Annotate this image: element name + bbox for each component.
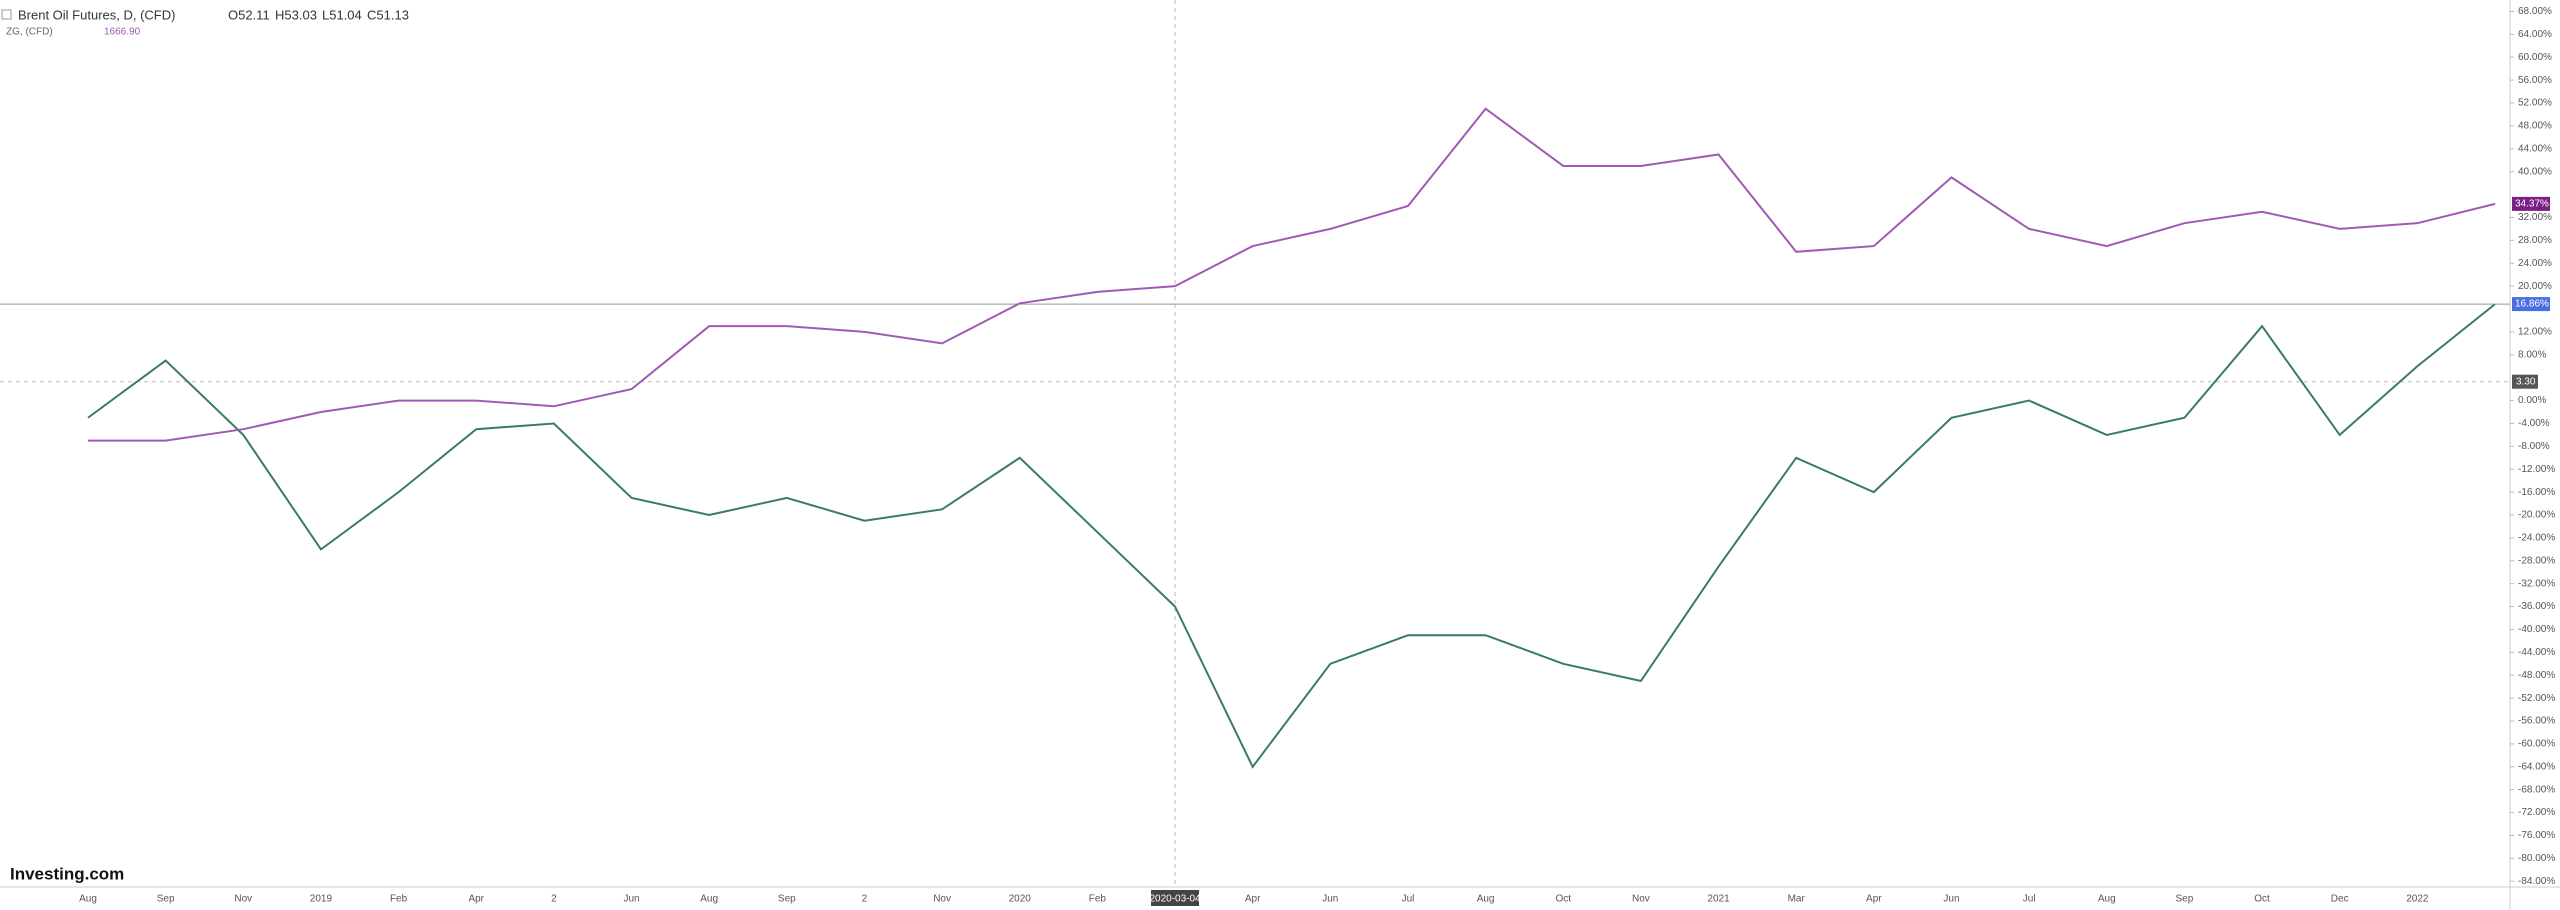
x-tick-label: 2 [862, 894, 868, 905]
x-tick-label: Oct [2254, 894, 2270, 905]
x-tick-label: Sep [2176, 894, 2194, 905]
x-highlight-bg [1151, 890, 1200, 906]
x-tick-label: 2021 [1707, 894, 1730, 905]
x-tick-label: Apr [468, 894, 484, 905]
ohlc-high: H53.03 [275, 7, 317, 22]
last-value-bg [2512, 297, 2550, 312]
x-tick-label: Aug [79, 894, 97, 905]
y-tick-label: -76.00% [2518, 830, 2555, 841]
y-tick-label: -44.00% [2518, 647, 2555, 658]
x-tick-label: Nov [933, 894, 951, 905]
collapse-icon[interactable] [1, 9, 12, 20]
x-tick-label: Sep [157, 894, 175, 905]
x-tick-label: 2022 [2406, 894, 2429, 905]
x-tick-label: Jun [1943, 894, 1959, 905]
y-tick-label: 12.00% [2518, 327, 2552, 338]
y-tick-label: 52.00% [2518, 98, 2552, 109]
y-tick-label: -16.00% [2518, 487, 2555, 498]
ohlc-open: O52.11 [228, 7, 270, 22]
y-tick-label: 68.00% [2518, 6, 2552, 17]
y-tick-label: -72.00% [2518, 807, 2555, 818]
x-tick-label: Nov [234, 894, 252, 905]
ohlc-close: C51.13 [367, 7, 409, 22]
x-tick-label: Mar [1788, 894, 1806, 905]
x-tick-label: 2020 [1009, 894, 1032, 905]
y-tick-label: -32.00% [2518, 578, 2555, 589]
x-tick-label: Jul [1402, 894, 1415, 905]
last-value-bg [2512, 196, 2550, 211]
y-tick-label: -28.00% [2518, 555, 2555, 566]
y-tick-label: 32.00% [2518, 212, 2552, 223]
compare-symbol: ZG, (CFD) [6, 27, 53, 38]
y-tick-label: -40.00% [2518, 624, 2555, 635]
x-tick-label: Feb [390, 894, 408, 905]
y-tick-label: 28.00% [2518, 235, 2552, 246]
y-tick-label: 40.00% [2518, 166, 2552, 177]
x-tick-label: Jun [623, 894, 639, 905]
y-tick-label: -56.00% [2518, 716, 2555, 727]
y-tick-label: 64.00% [2518, 29, 2552, 40]
y-tick-label: -12.00% [2518, 464, 2555, 475]
logo: Investing.com [10, 864, 124, 883]
x-tick-label: Aug [1477, 894, 1495, 905]
compare-value: 1666.90 [104, 27, 141, 38]
y-tick-label: -68.00% [2518, 784, 2555, 795]
y-tick-label: 0.00% [2518, 395, 2546, 406]
y-tick-label: -80.00% [2518, 853, 2555, 864]
x-tick-label: Apr [1866, 894, 1882, 905]
last-value-label: 16.86% [2515, 299, 2549, 310]
x-tick-label: Jun [1322, 894, 1338, 905]
y-tick-label: 44.00% [2518, 143, 2552, 154]
crosshair-label: 3.30 [2516, 376, 2536, 387]
crosshair-label-bg [2512, 374, 2538, 389]
x-tick-label: Apr [1245, 894, 1261, 905]
y-tick-label: -20.00% [2518, 510, 2555, 521]
series-line [87, 303, 2496, 769]
x-tick-label: Sep [778, 894, 796, 905]
y-tick-label: -84.00% [2518, 876, 2555, 887]
x-tick-label: Feb [1089, 894, 1107, 905]
y-tick-label: -48.00% [2518, 670, 2555, 681]
last-value-label: 34.37% [2515, 199, 2549, 210]
x-tick-label: 2019 [310, 894, 333, 905]
y-tick-label: 20.00% [2518, 281, 2552, 292]
x-tick-label: Oct [1555, 894, 1571, 905]
y-tick-label: 8.00% [2518, 349, 2546, 360]
x-tick-label: Aug [700, 894, 718, 905]
y-tick-label: -8.00% [2518, 441, 2550, 452]
symbol-title: Brent Oil Futures, D, (CFD) [18, 7, 175, 22]
y-tick-label: -60.00% [2518, 739, 2555, 750]
y-tick-label: -4.00% [2518, 418, 2550, 429]
x-tick-label: Nov [1632, 894, 1650, 905]
y-tick-label: 48.00% [2518, 121, 2552, 132]
y-tick-label: -36.00% [2518, 601, 2555, 612]
series-line [88, 107, 2496, 442]
y-tick-label: -52.00% [2518, 693, 2555, 704]
y-tick-label: 24.00% [2518, 258, 2552, 269]
y-tick-label: -24.00% [2518, 533, 2555, 544]
y-tick-label: 60.00% [2518, 52, 2552, 63]
x-tick-label: 2 [551, 894, 557, 905]
y-tick-label: 56.00% [2518, 75, 2552, 86]
x-tick-label: Aug [2098, 894, 2116, 905]
x-tick-label: 2020-03-04 [1149, 894, 1201, 905]
x-tick-label: Jul [2023, 894, 2036, 905]
ohlc-low: L51.04 [322, 7, 362, 22]
y-tick-label: -64.00% [2518, 761, 2555, 772]
x-tick-label: Dec [2331, 894, 2349, 905]
